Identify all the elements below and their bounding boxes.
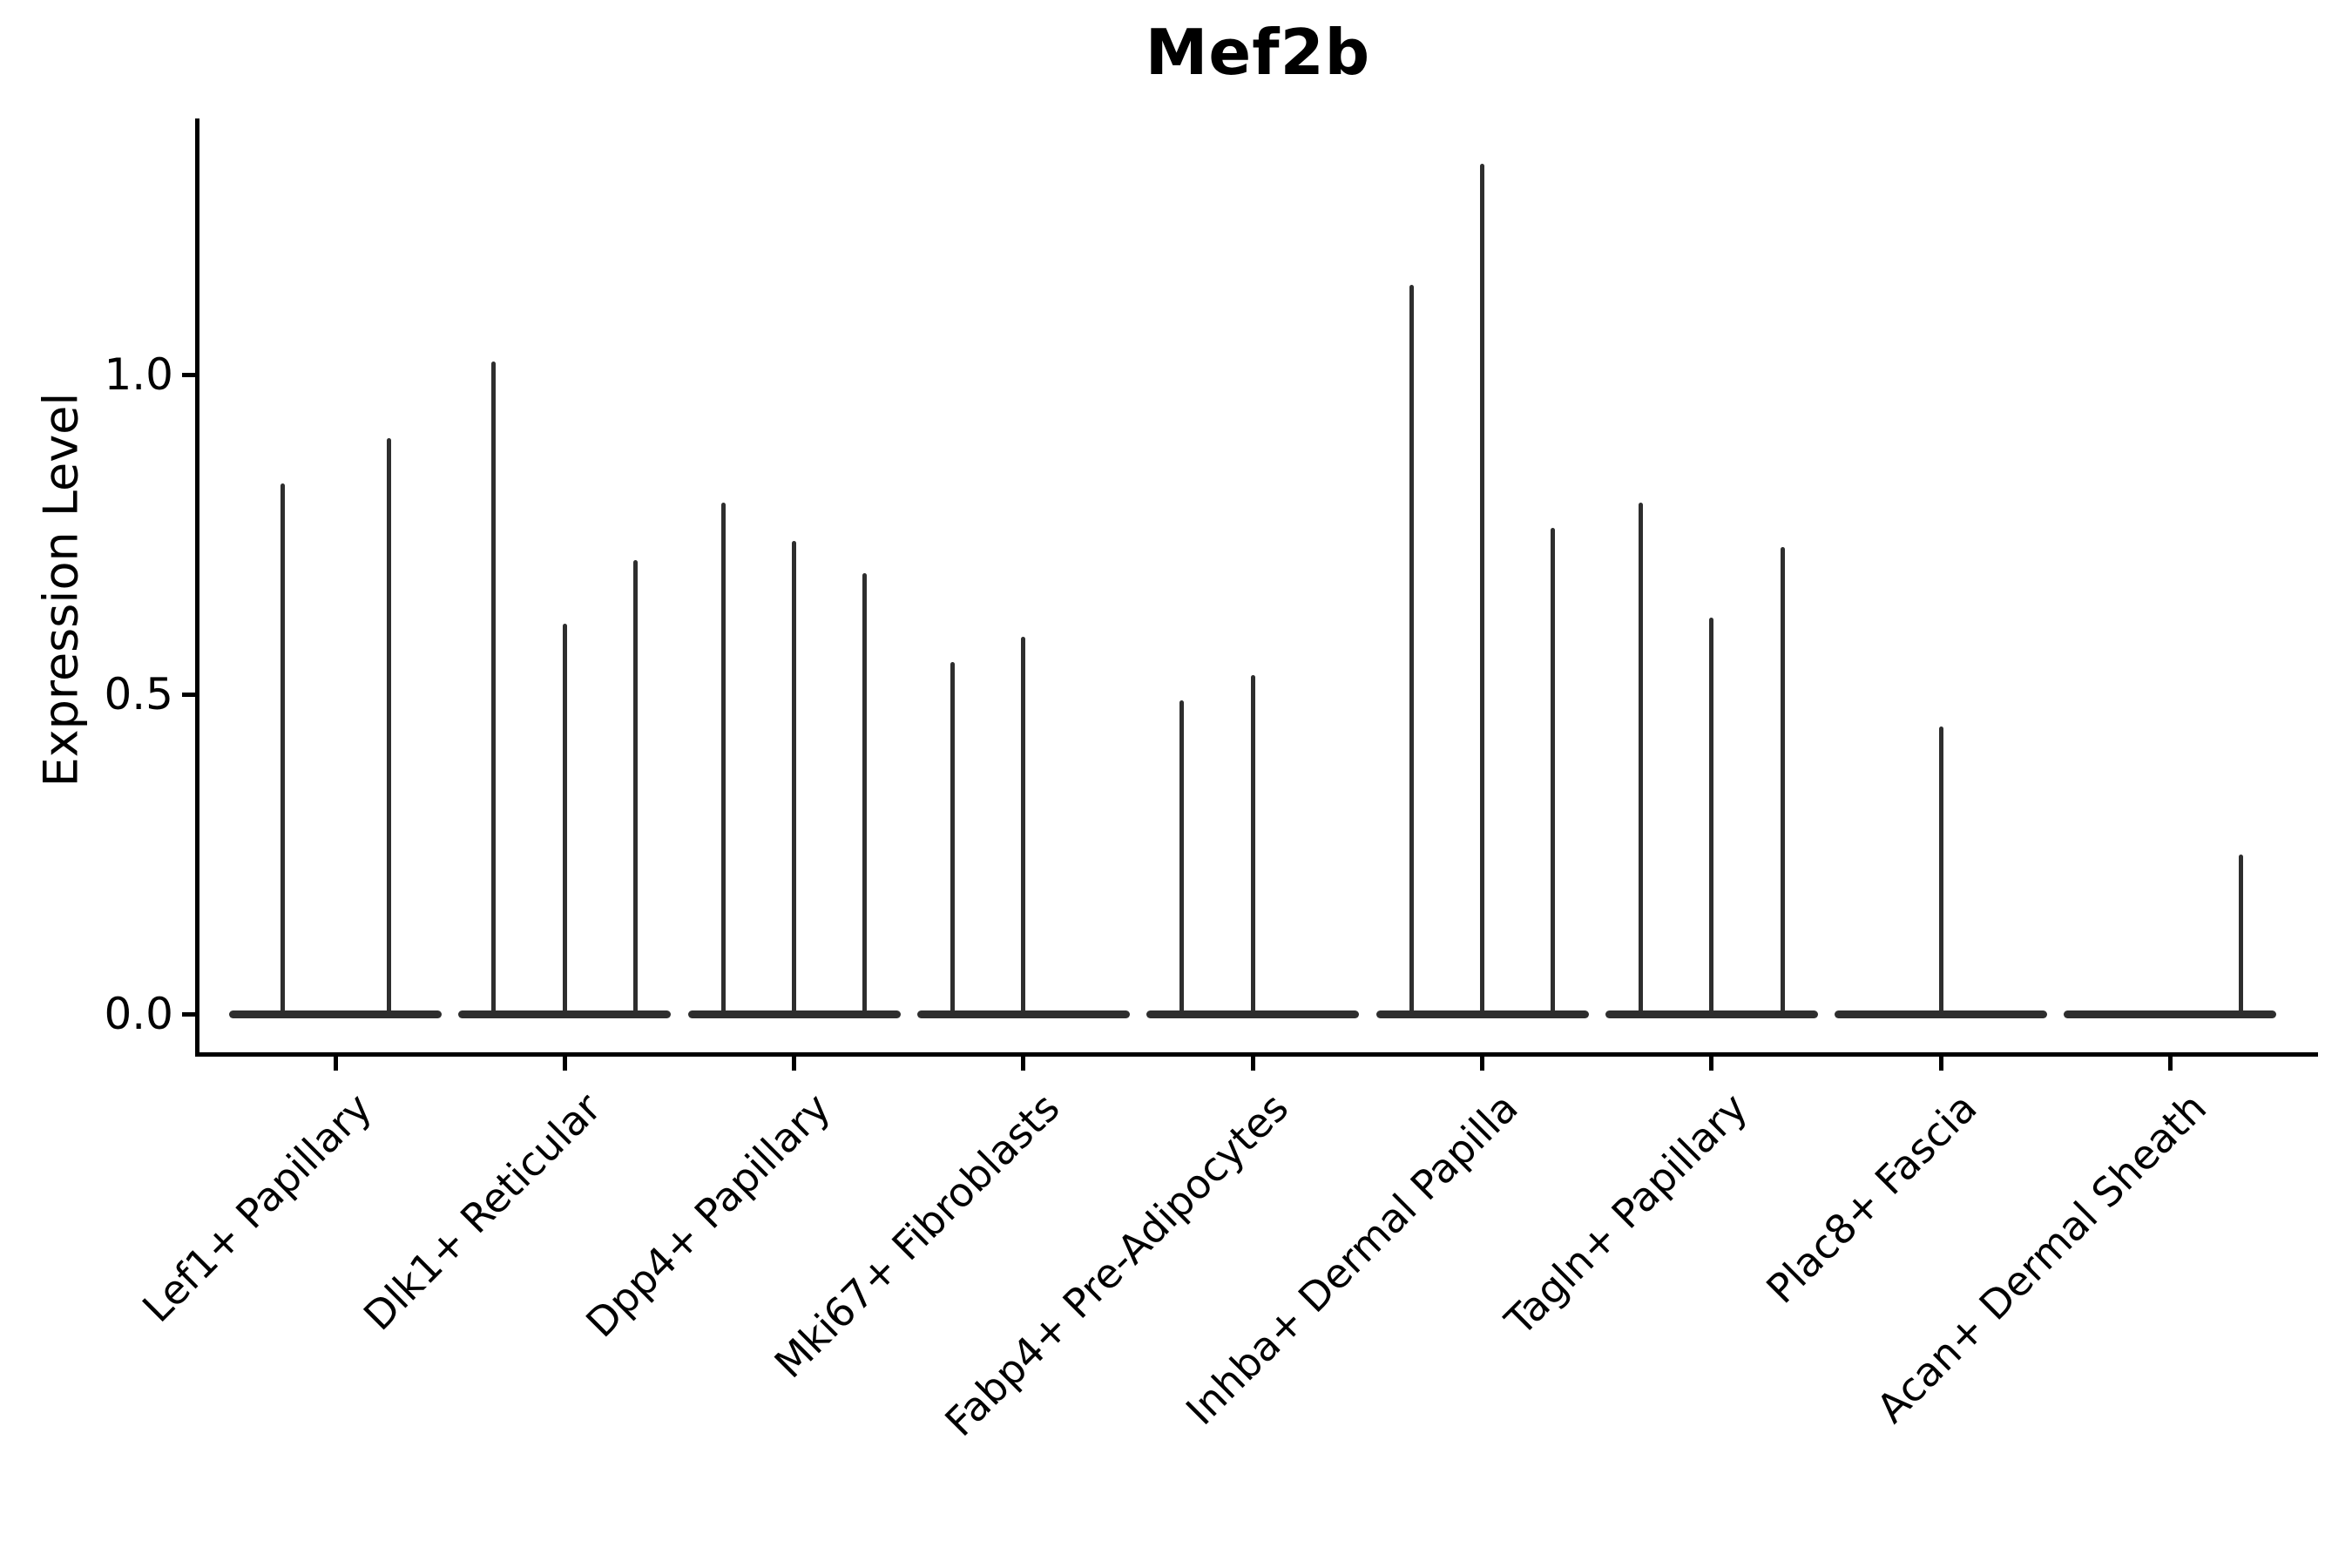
x-tick-label: Plac8+ Fascia (1757, 1084, 1986, 1313)
x-tick (333, 1057, 338, 1071)
x-tick (1938, 1057, 1943, 1071)
violin-spike (862, 572, 868, 1017)
y-tick-label: 1.0 (104, 349, 173, 400)
violin-baseline (229, 1010, 442, 1018)
violin-spike (1780, 547, 1785, 1017)
x-tick (1250, 1057, 1255, 1071)
violin-spike (633, 559, 639, 1017)
violin-spike (1179, 700, 1185, 1017)
violin-spike (1709, 617, 1714, 1017)
y-tick (181, 692, 196, 697)
violin-spike (1638, 502, 1643, 1017)
x-tick (792, 1057, 797, 1071)
violin-spike (1250, 674, 1255, 1017)
x-tick (2167, 1057, 2173, 1071)
x-tick-label: Dpp4+ Papillary (576, 1084, 840, 1347)
x-tick (562, 1057, 567, 1071)
violin-spike (950, 662, 956, 1017)
x-axis-spine (195, 1052, 2318, 1057)
plot-title: Mef2b (1145, 16, 1371, 89)
x-tick-label: Lef1+ Papillary (132, 1084, 381, 1332)
violin-spike (792, 540, 797, 1017)
violin-spike (1409, 285, 1414, 1017)
violin-spike (386, 438, 391, 1017)
violin-spike (1480, 163, 1484, 1017)
violin-spike (1021, 636, 1026, 1017)
violin-spike (280, 483, 285, 1017)
x-tick (1709, 1057, 1714, 1071)
y-tick (181, 1011, 196, 1017)
x-tick-label: Dlk1+ Reticular (354, 1084, 610, 1340)
y-tick-label: 0.5 (104, 669, 173, 720)
y-tick (181, 372, 196, 377)
violin-spike (1938, 726, 1943, 1017)
violin-baseline (2064, 1010, 2277, 1018)
x-tick-label: Tagln+ Papillary (1496, 1084, 1757, 1345)
violin-spike (2239, 854, 2244, 1017)
x-tick (1021, 1057, 1026, 1071)
violin-spike (562, 624, 567, 1017)
y-axis-spine (195, 118, 199, 1057)
y-tick-label: 0.0 (104, 989, 173, 1039)
violin-spike (491, 362, 497, 1017)
violin-spike (1551, 528, 1556, 1017)
x-tick (1480, 1057, 1484, 1071)
violin-spike (720, 502, 726, 1017)
